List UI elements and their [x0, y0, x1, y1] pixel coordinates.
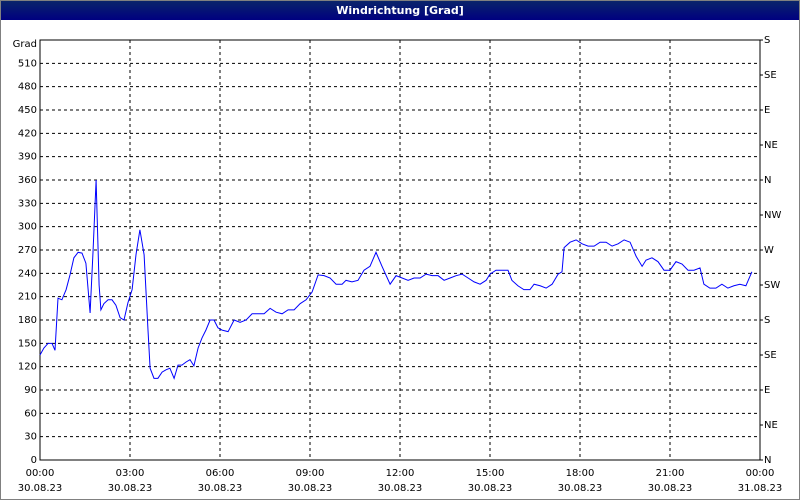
x-tick-label: 15:00 — [476, 468, 505, 479]
y-tick-label: 480 — [18, 82, 37, 93]
y2-tick-label: E — [764, 105, 770, 116]
y-tick-label: 330 — [18, 198, 37, 209]
x-tick-label: 12:00 — [386, 468, 415, 479]
y-tick-label: 30 — [24, 432, 37, 443]
y-tick-label: 300 — [18, 222, 37, 233]
y2-tick-label: SE — [764, 350, 777, 361]
y-tick-label: 90 — [24, 385, 37, 396]
y-tick-label: 510 — [18, 58, 37, 69]
x-tick-label: 03:00 — [116, 468, 145, 479]
y2-tick-label: NE — [764, 140, 778, 151]
x-tick-label: 21:00 — [656, 468, 685, 479]
x-tick-label: 06:00 — [206, 468, 235, 479]
y-tick-label: 120 — [18, 362, 37, 373]
y2-tick-label: NW — [764, 210, 781, 221]
y2-tick-label: E — [764, 385, 770, 396]
y-tick-label: 450 — [18, 105, 37, 116]
y2-tick-label: W — [764, 245, 774, 256]
x-tick-date: 30.08.23 — [18, 483, 63, 494]
y-tick-label: 420 — [18, 128, 37, 139]
y2-tick-label: SW — [764, 280, 780, 291]
y-axis-label: Grad — [13, 39, 37, 50]
y-tick-label: 0 — [31, 455, 37, 466]
y2-tick-label: N — [764, 455, 771, 466]
y2-tick-label: NE — [764, 420, 778, 431]
y-tick-label: 240 — [18, 268, 37, 279]
x-tick-date: 30.08.23 — [378, 483, 423, 494]
y-tick-label: 180 — [18, 315, 37, 326]
y-tick-label: 360 — [18, 175, 37, 186]
x-tick-date: 31.08.23 — [738, 483, 783, 494]
y-tick-label: 150 — [18, 338, 37, 349]
x-tick-date: 30.08.23 — [558, 483, 603, 494]
y-tick-label: 60 — [24, 408, 37, 419]
y-tick-label: 210 — [18, 292, 37, 303]
x-tick-date: 30.08.23 — [108, 483, 153, 494]
y-tick-label: 270 — [18, 245, 37, 256]
y2-tick-label: S — [764, 35, 770, 46]
data-line — [39, 179, 753, 380]
x-tick-date: 30.08.23 — [288, 483, 333, 494]
x-tick-label: 09:00 — [296, 468, 325, 479]
x-tick-date: 30.08.23 — [648, 483, 693, 494]
y2-tick-label: S — [764, 315, 770, 326]
x-tick-date: 30.08.23 — [198, 483, 243, 494]
x-tick-date: 30.08.23 — [468, 483, 513, 494]
x-tick-label: 18:00 — [566, 468, 595, 479]
x-tick-label: 00:00 — [26, 468, 55, 479]
y2-tick-label: N — [764, 175, 771, 186]
y2-tick-label: SE — [764, 70, 777, 81]
title-bar: Windrichtung [Grad] — [1, 1, 799, 20]
y-tick-label: 390 — [18, 152, 37, 163]
x-tick-label: 00:00 — [746, 468, 775, 479]
